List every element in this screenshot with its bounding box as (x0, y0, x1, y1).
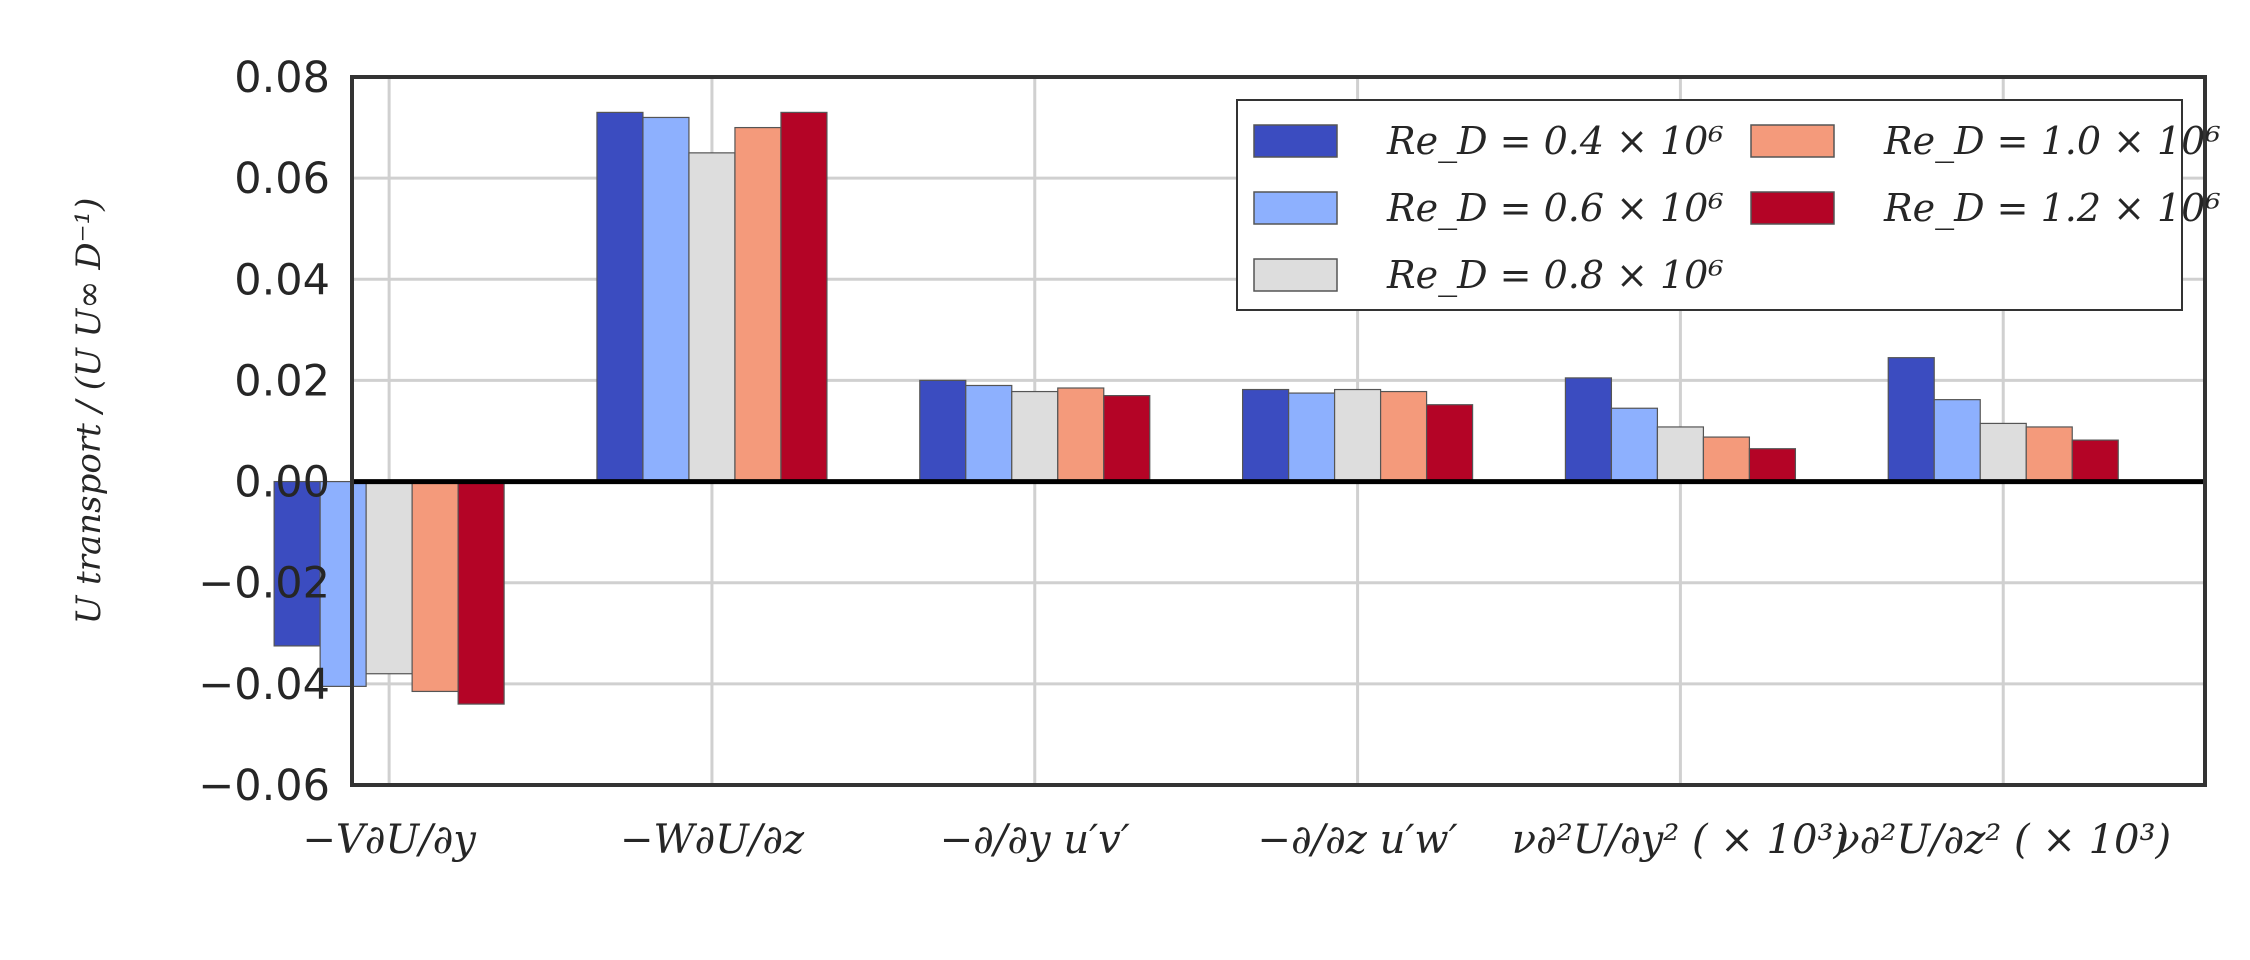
bar-5-5 (1748, 448, 1797, 483)
bar-4-6 (2025, 426, 2073, 483)
bar-5-2 (780, 111, 828, 483)
bar-3-4 (1333, 388, 1382, 483)
y-tick-labels: 0.08 0.06 0.04 0.02 0.00 −0.02 −0.04 −0.06 (198, 53, 330, 811)
x-category-label: −W∂U/∂z (620, 817, 805, 863)
bar-5-1 (457, 480, 505, 705)
bar-1-6 (1887, 357, 1935, 483)
bar-2-6 (1933, 399, 1981, 483)
bar-5-3 (1103, 395, 1151, 483)
legend-label-2: Re_D = 0.6 × 10⁶ (1386, 186, 1724, 231)
bar-4-4 (1379, 390, 1428, 483)
y-tick-label: 0.00 (234, 458, 330, 508)
plot-frame (350, 75, 2207, 787)
x-category-label: −∂/∂y u′v′ (940, 817, 1130, 863)
legend-swatch-4 (1750, 124, 1835, 158)
legend-swatch-3 (1253, 258, 1338, 292)
y-tick-label: 0.04 (234, 255, 330, 305)
y-axis-label-text: U transport / (U U∞ D⁻¹) (69, 198, 109, 625)
bar-4-1 (411, 480, 459, 693)
y-tick-label: 0.02 (234, 356, 330, 406)
bar-3-2 (688, 152, 736, 483)
legend-swatch-2 (1253, 191, 1338, 225)
x-category-label: −V∂U/∂y (302, 817, 477, 863)
bar-2-5 (1610, 407, 1659, 483)
bar-5-6 (2071, 439, 2119, 483)
y-tick-label: 0.06 (234, 154, 330, 204)
bars (273, 111, 2119, 705)
y-tick-label: −0.04 (198, 660, 330, 710)
bar-3-6 (1979, 422, 2027, 483)
x-category-label: −∂/∂z u′w′ (1257, 817, 1457, 863)
bar-1-5 (1564, 377, 1613, 483)
legend-box (1236, 99, 2183, 311)
bar-3-1 (365, 480, 413, 675)
bar-2-4 (1287, 392, 1336, 483)
bar-2-1 (319, 480, 367, 687)
y-tick-label: 0.08 (234, 53, 330, 103)
bar-3-5 (1656, 426, 1705, 483)
legend-label-3: Re_D = 0.8 × 10⁶ (1386, 253, 1724, 298)
bar-1-4 (1241, 388, 1290, 483)
legend-label-1: Re_D = 0.4 × 10⁶ (1386, 119, 1724, 164)
bar-2-2 (642, 116, 690, 483)
y-axis-label: U transport / (U U∞ D⁻¹) (69, 198, 109, 625)
y-tick-label: −0.06 (198, 761, 330, 811)
bar-3-3 (1011, 390, 1059, 483)
x-category-label: ν∂²U/∂y² ( × 10³) (1512, 817, 1849, 863)
bar-5-4 (1425, 404, 1474, 483)
bar-2-3 (965, 384, 1013, 483)
y-tick-label: −0.02 (198, 559, 330, 609)
bar-4-3 (1057, 387, 1105, 483)
legend-swatch-5 (1750, 191, 1835, 225)
bar-4-5 (1702, 436, 1751, 483)
x-category-labels: −V∂U/∂y −W∂U/∂z −∂/∂y u′v′ −∂/∂z u′w′ ν∂²U/∂… (302, 817, 2171, 863)
legend-swatch-1 (1253, 124, 1338, 158)
bar-1-2 (596, 111, 644, 483)
legend: Re_D = 0.4 × 10⁶ Re_D = 0.6 × 10⁶ Re_D = 0… (1236, 99, 2221, 311)
bar-4-2 (734, 126, 782, 483)
x-category-label: ν∂²U/∂z² ( × 10³) (1835, 817, 2171, 863)
bar-1-3 (919, 379, 967, 483)
legend-label-5: Re_D = 1.2 × 10⁶ (1883, 186, 2221, 231)
legend-label-4: Re_D = 1.0 × 10⁶ (1883, 119, 2221, 164)
